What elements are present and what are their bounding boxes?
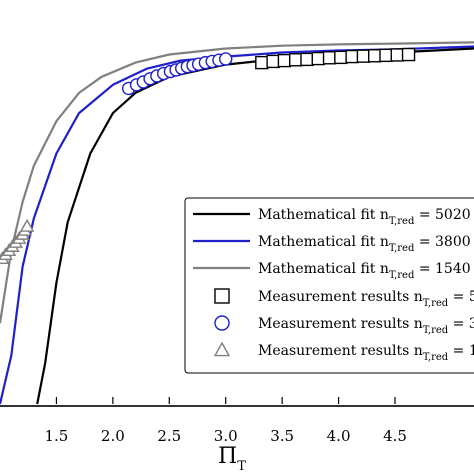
measurement-point-circle: [219, 52, 233, 66]
measurement-point-square: [322, 51, 337, 65]
x-axis-label-subscript: T: [237, 459, 246, 474]
measurement-point-square: [300, 52, 314, 67]
plot-frame: [0, 405, 474, 407]
measurement-point-square: [334, 50, 348, 65]
legend-marker-triangle: [213, 341, 231, 357]
measurement-point-square: [255, 55, 269, 70]
measurement-point-square: [311, 51, 325, 66]
x-tick-label: 3.0: [214, 427, 238, 445]
measurement-point-square: [266, 54, 280, 69]
legend-entry: Measurement results nT,red = 1540: [258, 343, 474, 363]
x-axis-label: ΠT: [218, 444, 246, 474]
legend-entry: Mathematical fit nT,red = 5020: [258, 207, 471, 227]
legend-marker-circle: [214, 315, 230, 331]
measurement-point-square: [379, 48, 393, 63]
legend: Mathematical fit nT,red = 5020 Mathematic…: [184, 197, 474, 374]
legend-marker-square: [214, 288, 230, 304]
measurement-point-square: [345, 49, 359, 64]
measurement-point-square: [288, 53, 303, 67]
measurement-point-square: [367, 49, 382, 63]
measurement-point-triangle: [19, 218, 35, 232]
x-tick-label: 4.0: [327, 427, 351, 445]
x-axis-ticks: 1.5 2.0 2.5 3.0 3.5 4.0 4.5: [44, 397, 407, 445]
fit-line-1: [0, 45, 474, 405]
x-tick-label: 2.5: [157, 427, 181, 445]
legend-entry: Mathematical fit nT,red = 3800: [258, 234, 471, 254]
measurement-point-square: [356, 49, 371, 63]
legend-entry: Mathematical fit nT,red = 1540: [258, 261, 471, 281]
legend-box: [184, 197, 474, 374]
x-tick-label: 4.5: [383, 427, 407, 445]
legend-entry: Measurement results nT,red = 5020: [258, 289, 474, 309]
legend-entry: Measurement results nT,red = 3800: [258, 316, 474, 336]
fit-line-2: [0, 41, 474, 324]
measurement-point-square: [277, 53, 292, 68]
measurement-point-square: [401, 47, 416, 62]
measurement-point-square: [390, 48, 404, 62]
x-tick-label: 2.0: [101, 427, 125, 445]
x-tick-label: 3.5: [270, 427, 294, 445]
x-tick-label: 1.5: [44, 427, 68, 445]
series-layer: [0, 41, 474, 405]
